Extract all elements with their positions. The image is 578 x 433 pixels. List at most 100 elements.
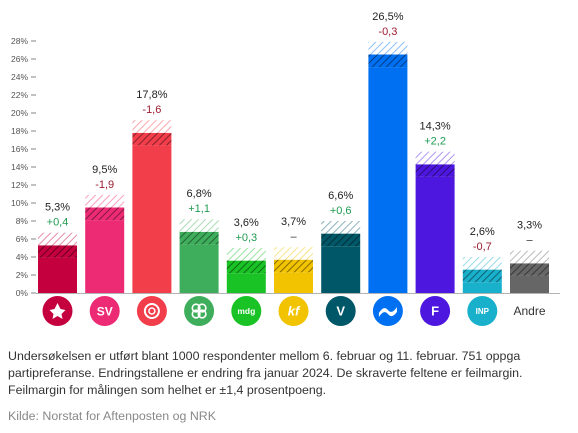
other-label: Andre	[513, 304, 545, 318]
y-tick-label: 16%	[11, 144, 28, 154]
bar-group-mdg	[226, 248, 266, 293]
bar-margin-upper	[85, 194, 125, 208]
change-label: +0,3	[235, 232, 257, 244]
y-tick-label: 0%	[16, 288, 29, 298]
y-tick-label: 20%	[11, 108, 28, 118]
bar-margin-lower	[226, 260, 266, 274]
bar-margin-lower	[321, 233, 361, 247]
bar-margin-lower	[38, 245, 77, 258]
star-shape	[49, 303, 66, 319]
bar-margin-upper	[321, 221, 361, 234]
bar-group-rødt	[38, 232, 77, 293]
bar-solid	[415, 176, 455, 293]
icon-text: INP	[476, 307, 490, 316]
wave-shape	[378, 307, 397, 317]
y-tick-label: 2%	[16, 270, 29, 280]
krf-logo-icon: kf	[278, 296, 309, 326]
icon-text: mdg	[237, 306, 255, 316]
bar-margin-lower	[415, 164, 455, 177]
y-tick-label: 14%	[11, 162, 28, 172]
mdg-logo-icon: mdg	[231, 296, 262, 326]
clover-leaf	[191, 309, 201, 319]
bar-margin-upper	[510, 250, 549, 264]
icon-circle	[467, 296, 498, 326]
value-label: 3,3%	[517, 220, 542, 232]
bar-solid	[38, 257, 77, 293]
change-label: –	[290, 231, 297, 243]
rodt-logo-icon	[42, 296, 73, 326]
y-tick-label: 4%	[16, 252, 29, 262]
icon-text: kf	[288, 304, 301, 319]
y-tick-label: 6%	[16, 234, 29, 244]
bar-group-h	[368, 41, 408, 293]
bar-labels: 5,3% +0,4 9,5% -1,9 17,8% -1,6 6,8% +1,1 3,6% +0,…	[45, 11, 542, 253]
change-label: -1,9	[95, 179, 114, 191]
y-tick-label: 12%	[11, 180, 28, 190]
icon-text: V	[336, 304, 345, 319]
bar-margin-lower	[510, 263, 549, 276]
inp-logo-icon: INP	[467, 296, 498, 326]
bar-group-ap	[132, 120, 172, 293]
bar-solid	[132, 145, 172, 293]
rose-center	[148, 307, 156, 315]
value-label: 5,3%	[45, 202, 70, 214]
bar-solid	[274, 272, 313, 293]
change-label: –	[526, 235, 533, 247]
icon-circle	[231, 296, 262, 326]
bar-group-inp	[462, 257, 502, 293]
icon-circle	[136, 296, 167, 326]
value-label: 26,5%	[372, 11, 403, 23]
bar-margin-lower	[132, 132, 172, 146]
bar-margin-upper	[179, 219, 219, 232]
bar-margin-upper	[226, 248, 266, 261]
clover-leaf	[191, 303, 201, 313]
value-label: 3,6%	[234, 217, 259, 229]
icon-circle	[89, 296, 120, 326]
source-credit: Kilde: Norstat for Aftenposten og NRK	[8, 409, 216, 423]
clover-leaf	[197, 309, 207, 319]
icon-circle	[325, 296, 356, 326]
icon-circle	[278, 296, 309, 326]
change-label: -0,7	[473, 241, 492, 253]
change-label: +2,2	[424, 136, 446, 148]
icon-circle	[420, 296, 451, 326]
value-label: 17,8%	[136, 89, 167, 101]
bar-margin-upper	[274, 247, 313, 260]
bar-margin-lower	[179, 231, 219, 245]
bar-solid	[179, 244, 219, 293]
method-note: Undersøkelsen er utført blant 1000 respo…	[8, 349, 523, 397]
bar-solid	[462, 282, 502, 293]
bar-solid	[510, 275, 549, 293]
bar-margin-lower	[85, 207, 125, 221]
y-tick-label: 18%	[11, 126, 28, 136]
bar-margin-upper	[415, 151, 455, 165]
bar-margin-upper	[368, 41, 408, 55]
change-label: +0,6	[330, 205, 352, 217]
bar-solid	[85, 220, 125, 293]
value-label: 6,6%	[328, 190, 353, 202]
bar-group-sv	[85, 194, 125, 293]
change-label: +0,4	[47, 217, 69, 229]
value-label: 2,6%	[470, 226, 495, 238]
bar-group-sp	[179, 219, 219, 293]
sp-clover-logo-icon	[184, 296, 215, 326]
bar-group-v	[321, 221, 361, 293]
value-label: 9,5%	[92, 164, 117, 176]
bar-margin-lower	[462, 269, 502, 283]
y-axis: 0% 2% 4% 6% 8% 10% 12% 14% 16% 18% 20% 22% 24% 26% 28%	[11, 36, 560, 298]
y-tick-label: 10%	[11, 198, 28, 208]
y-tick-label: 26%	[11, 54, 28, 64]
bar-solid	[226, 273, 266, 293]
ap-rose-logo-icon	[136, 296, 167, 326]
bar-margin-upper	[38, 232, 77, 246]
bar-margin-lower	[368, 54, 408, 68]
bar-solid	[321, 246, 361, 293]
clover-leaf	[197, 303, 207, 313]
y-tick-label: 24%	[11, 72, 28, 82]
hoyre-logo-icon	[372, 296, 403, 326]
bar-group-frp	[415, 151, 455, 293]
bar-margin-lower	[274, 259, 313, 273]
y-tick-label: 28%	[11, 36, 28, 46]
bar-group-krf	[274, 247, 313, 293]
y-tick-label: 8%	[16, 216, 29, 226]
